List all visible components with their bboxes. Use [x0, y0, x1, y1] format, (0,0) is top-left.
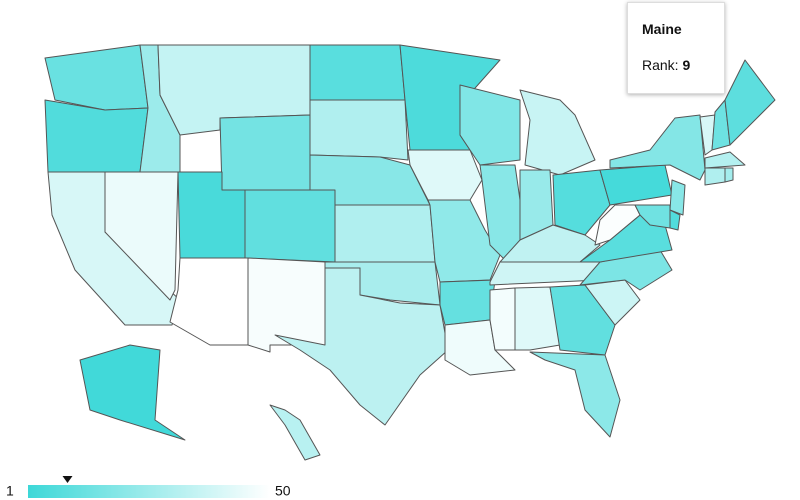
state[interactable]: [309, 99, 409, 161]
tooltip-rank: Rank: 9: [642, 57, 724, 73]
state[interactable]: [274, 267, 449, 426]
state[interactable]: [519, 89, 596, 176]
state[interactable]: [724, 59, 776, 146]
legend-max: 50: [275, 483, 291, 499]
legend-marker: [62, 476, 73, 483]
legend-min: 1: [6, 483, 14, 499]
state[interactable]: [549, 284, 616, 356]
rank-value: 9: [682, 57, 691, 73]
state[interactable]: [634, 204, 671, 229]
states: [44, 44, 776, 461]
state[interactable]: [514, 286, 561, 351]
state[interactable]: [724, 167, 734, 183]
state[interactable]: [489, 287, 516, 351]
state[interactable]: [269, 404, 321, 461]
state[interactable]: [529, 351, 621, 438]
state[interactable]: [219, 114, 311, 191]
state[interactable]: [79, 344, 186, 441]
state[interactable]: [599, 164, 673, 206]
tooltip-title: Maine: [642, 21, 682, 37]
state[interactable]: [244, 189, 336, 263]
state[interactable]: [44, 44, 149, 111]
legend-gradient: [28, 485, 270, 498]
tooltip: Maine Rank: 9: [627, 2, 725, 94]
state[interactable]: [439, 279, 496, 326]
state[interactable]: [704, 151, 746, 169]
state[interactable]: [44, 99, 149, 173]
state[interactable]: [669, 179, 686, 216]
state[interactable]: [169, 257, 249, 346]
rank-label: Rank:: [642, 57, 679, 73]
state[interactable]: [552, 169, 611, 236]
state[interactable]: [309, 44, 406, 101]
state[interactable]: [334, 204, 436, 263]
state[interactable]: [704, 167, 726, 186]
